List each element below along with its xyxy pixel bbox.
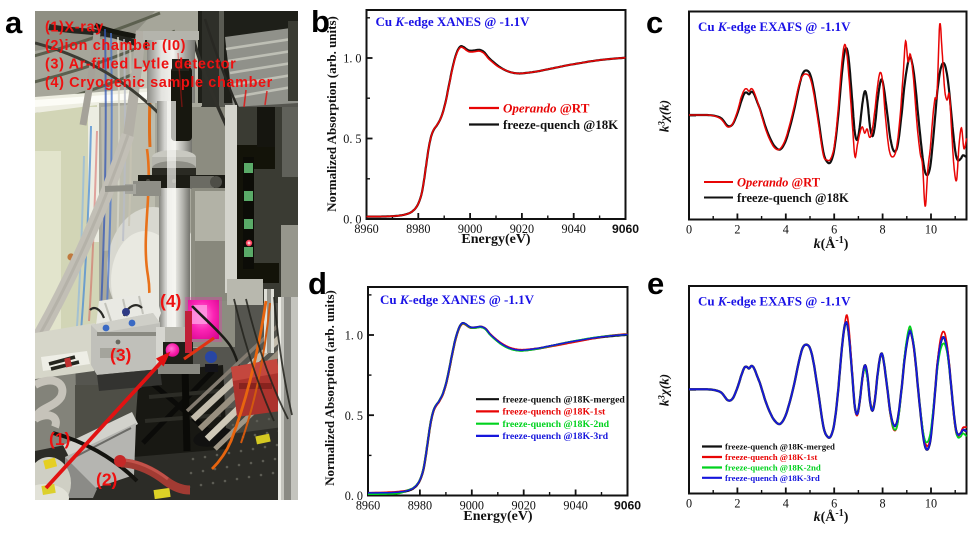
svg-text:(3) Ar-filled Lytle detector: (3) Ar-filled Lytle detector: [45, 57, 236, 73]
svg-text:k3χ(k): k3χ(k): [657, 100, 672, 132]
svg-text:freeze-quench @18K-merged: freeze-quench @18K-merged: [725, 442, 835, 452]
svg-text:8960: 8960: [356, 499, 380, 513]
svg-text:Energy(eV): Energy(eV): [461, 232, 531, 247]
svg-text:(2): (2): [96, 470, 117, 490]
svg-text:k(Å-1): k(Å-1): [814, 235, 849, 252]
svg-text:Cu K-edge XANES @ -1.1V: Cu K-edge XANES @ -1.1V: [376, 14, 531, 29]
svg-text:freeze-quench @18K: freeze-quench @18K: [503, 118, 618, 132]
svg-text:freeze-quench @18K: freeze-quench @18K: [737, 191, 849, 205]
svg-text:8: 8: [880, 223, 886, 237]
svg-text:freeze-quench @18K-1st: freeze-quench @18K-1st: [725, 452, 817, 462]
svg-text:9060: 9060: [612, 222, 639, 236]
svg-text:(2)ion chamber (I0): (2)ion chamber (I0): [45, 38, 186, 54]
svg-text:9000: 9000: [460, 499, 484, 513]
svg-text:(3): (3): [110, 345, 131, 365]
svg-text:freeze-quench @18K-1st: freeze-quench @18K-1st: [503, 407, 607, 418]
svg-text:0. 5: 0. 5: [343, 132, 361, 146]
svg-text:1. 0: 1. 0: [343, 52, 361, 66]
svg-text:6: 6: [831, 497, 837, 511]
svg-text:9040: 9040: [562, 222, 586, 236]
svg-text:10: 10: [925, 497, 937, 511]
svg-text:9020: 9020: [512, 499, 536, 513]
svg-text:Cu K-edge EXAFS @ -1.1V: Cu K-edge EXAFS @ -1.1V: [698, 19, 851, 34]
svg-text:(4): (4): [160, 291, 181, 311]
svg-text:9000: 9000: [458, 222, 482, 236]
svg-text:(1)X-ray: (1)X-ray: [45, 20, 104, 36]
svg-text:8960: 8960: [354, 222, 378, 236]
svg-text:freeze-quench @18K-3rd: freeze-quench @18K-3rd: [503, 431, 609, 442]
svg-text:freeze-quench @18K-merged: freeze-quench @18K-merged: [503, 394, 626, 405]
svg-text:10: 10: [925, 223, 937, 237]
svg-text:freeze-quench @18K-3rd: freeze-quench @18K-3rd: [725, 473, 820, 483]
svg-text:Operando @RT: Operando @RT: [503, 101, 590, 116]
svg-text:Cu K-edge XANES @ -1.1V: Cu K-edge XANES @ -1.1V: [380, 292, 535, 307]
svg-text:k3χ(k): k3χ(k): [657, 374, 672, 406]
svg-text:9020: 9020: [510, 222, 534, 236]
svg-text:9040: 9040: [563, 499, 587, 513]
svg-text:0. 0: 0. 0: [345, 489, 363, 503]
svg-text:8: 8: [880, 497, 886, 511]
svg-text:freeze-quench @18K-2nd: freeze-quench @18K-2nd: [503, 419, 610, 430]
svg-text:8980: 8980: [408, 499, 432, 513]
svg-text:freeze-quench @18K-2nd: freeze-quench @18K-2nd: [725, 463, 821, 473]
svg-text:(4) Cryogenic sample chamber: (4) Cryogenic sample chamber: [45, 75, 273, 91]
svg-text:Operando @RT: Operando @RT: [737, 176, 821, 190]
svg-text:Cu K-edge EXAFS @ -1.1V: Cu K-edge EXAFS @ -1.1V: [698, 294, 851, 309]
svg-text:Energy(eV): Energy(eV): [463, 509, 533, 524]
svg-text:8980: 8980: [406, 222, 430, 236]
svg-text:4: 4: [783, 223, 789, 237]
svg-text:Normalized Absorption (arb. un: Normalized Absorption (arb. units): [322, 290, 337, 486]
svg-text:6: 6: [831, 223, 837, 237]
svg-text:2: 2: [734, 497, 740, 511]
svg-text:9060: 9060: [614, 499, 641, 513]
svg-text:0. 5: 0. 5: [345, 409, 363, 423]
svg-text:2: 2: [734, 223, 740, 237]
svg-text:4: 4: [783, 497, 789, 511]
svg-text:0: 0: [686, 497, 692, 511]
svg-text:0. 0: 0. 0: [343, 213, 361, 227]
svg-text:(1): (1): [49, 429, 70, 449]
svg-text:1. 0: 1. 0: [345, 329, 363, 343]
svg-text:0: 0: [686, 223, 692, 237]
svg-text:Normalized Absorption (arb. un: Normalized Absorption (arb. units): [324, 16, 339, 212]
svg-text:k(Å-1): k(Å-1): [814, 508, 849, 525]
